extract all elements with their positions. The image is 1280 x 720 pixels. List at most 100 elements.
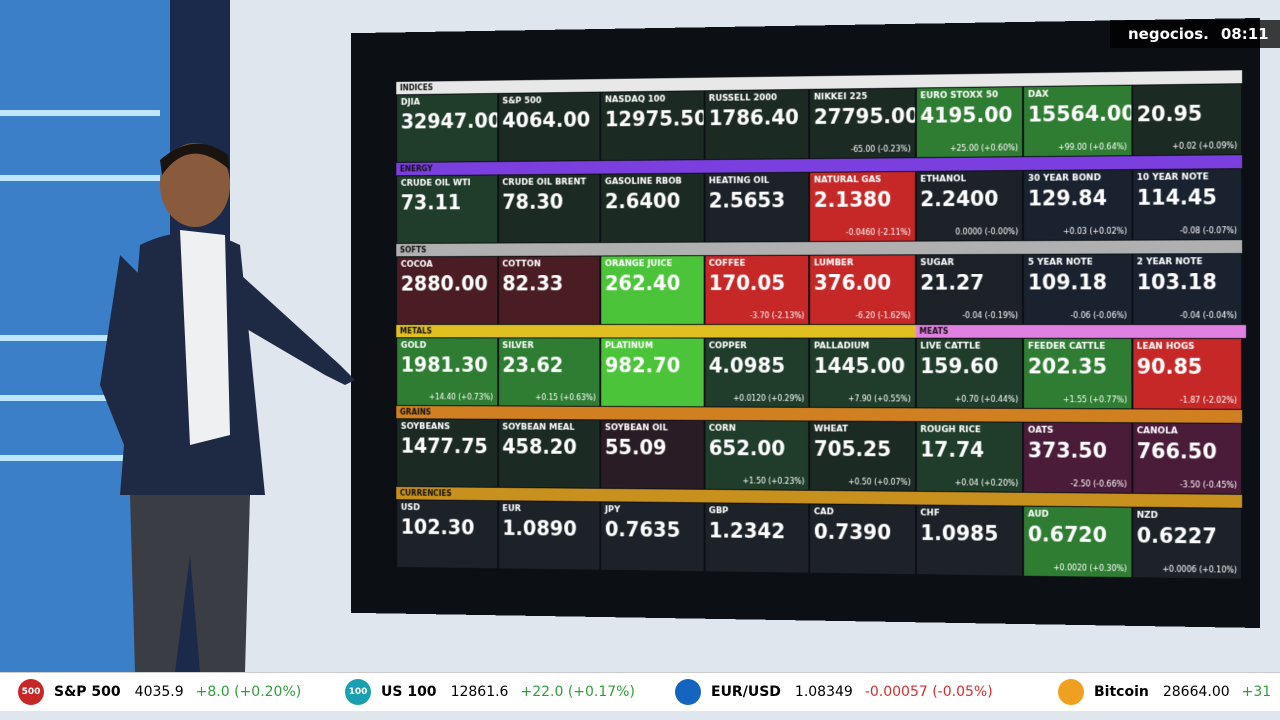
- tile-change: -3.50 (-0.45%): [1179, 480, 1238, 490]
- tile-change: +0.50 (+0.07%): [848, 477, 911, 487]
- tile-name: AUD: [1027, 509, 1049, 520]
- market-tile: CHF 1.0985: [916, 505, 1023, 576]
- presenter-trousers: [130, 495, 250, 672]
- tile-name: CANOLA: [1136, 426, 1178, 437]
- section-label: INDICES: [399, 83, 433, 93]
- tile-price: 12975.50: [604, 106, 704, 132]
- tile-price: 2.1380: [813, 187, 892, 212]
- tile-name: HEATING OIL: [708, 176, 770, 187]
- market-tile: USD 102.30: [397, 500, 497, 569]
- tile-price: 0.6720: [1027, 522, 1107, 548]
- market-tile: SOYBEAN OIL 55.09: [601, 420, 704, 489]
- tile-change: +0.03 (+0.02%): [1062, 226, 1127, 236]
- market-tile: RUSSELL 2000 1786.40: [705, 89, 809, 160]
- market-board: INDICES DJIA 32947.00 S&P 500 4064.00 NASDAQ …: [351, 18, 1261, 628]
- market-tile: CRUDE OIL BRENT 78.30: [498, 174, 600, 243]
- ticker-price: 1.08349: [794, 684, 853, 700]
- market-tile: ORANGE JUICE 262.40: [601, 256, 704, 324]
- tile-spacer: [1137, 87, 1237, 99]
- tile-price: 262.40: [604, 271, 681, 296]
- section-label: METALS: [399, 326, 432, 336]
- market-tile: SILVER 23.62 +0.15 (+0.63%): [498, 338, 600, 406]
- tile-name: CRUDE OIL WTI: [400, 178, 471, 189]
- section-label: CURRENCIES: [399, 488, 452, 498]
- market-tile: LEAN HOGS 90.85 -1.87 (-2.02%): [1132, 338, 1242, 409]
- market-tile: FEEDER CATTLE 202.35 +1.55 (+0.77%): [1023, 338, 1131, 409]
- tile-name: SOYBEANS: [400, 422, 451, 432]
- light-strip: [0, 335, 160, 341]
- market-tile: AUD 0.6720 +0.0020 (+0.30%): [1023, 506, 1131, 578]
- tile-change: +0.04 (+0.20%): [954, 478, 1019, 488]
- tile-name: COCOA: [400, 259, 433, 270]
- market-tile: ROUGH RICE 17.74 +0.04 (+0.20%): [916, 422, 1023, 492]
- tile-change: +1.50 (+0.23%): [742, 476, 805, 486]
- light-strip: [0, 455, 160, 461]
- tile-change: -65.00 (-0.23%): [850, 144, 911, 154]
- tile-price: 109.18: [1027, 270, 1107, 295]
- market-tile: COTTON 82.33: [498, 256, 600, 324]
- tile-price: 1445.00: [813, 354, 906, 378]
- market-tile: EUR 1.0890: [498, 501, 600, 570]
- tile-price: 4195.00: [920, 103, 1013, 128]
- tile-price: 90.85: [1136, 354, 1203, 379]
- tile-name: EUR: [502, 504, 521, 514]
- tile-name: PALLADIUM: [813, 341, 870, 352]
- tile-name: SOYBEAN MEAL: [502, 422, 575, 433]
- light-strip: [0, 110, 160, 116]
- tile-change: +0.70 (+0.44%): [954, 394, 1019, 404]
- tile-price: 202.35: [1027, 354, 1107, 379]
- tile-price: 114.45: [1136, 185, 1217, 210]
- tile-price: 373.50: [1027, 438, 1107, 463]
- tile-row: SOYBEANS 1477.75 SOYBEAN MEAL 458.20 SOYBEAN…: [396, 418, 1242, 495]
- tile-price: 766.50: [1136, 439, 1217, 464]
- tile-price: 129.84: [1027, 186, 1107, 211]
- market-tile: CAD 0.7390: [810, 504, 915, 575]
- tile-name: CAD: [813, 507, 834, 518]
- market-tile: CRUDE OIL WTI 73.11: [397, 175, 497, 243]
- tile-change: +1.55 (+0.77%): [1062, 395, 1127, 405]
- market-tile: LUMBER 376.00 -6.20 (-1.62%): [810, 255, 915, 324]
- market-tile: SUGAR 21.27 -0.04 (-0.19%): [916, 254, 1023, 324]
- tile-change: -0.0460 (-2.11%): [845, 227, 911, 237]
- market-tile: COCOA 2880.00: [397, 256, 497, 324]
- tile-row: USD 102.30 EUR 1.0890 JPY 0.7635 GBP 1.2342 CAD 0…: [396, 499, 1242, 579]
- tile-price: 982.70: [604, 353, 681, 378]
- tile-name: 10 YEAR NOTE: [1136, 172, 1209, 183]
- tile-name: GBP: [708, 506, 729, 517]
- tile-change: +99.00 (+0.64%): [1058, 142, 1127, 152]
- tile-price: 0.7390: [813, 520, 892, 545]
- tile-change: +0.0120 (+0.29%): [733, 393, 805, 403]
- market-tile: 30 YEAR BOND 129.84 +0.03 (+0.02%): [1023, 170, 1131, 241]
- tile-name: NZD: [1136, 510, 1158, 521]
- market-tile: GOLD 1981.30 +14.40 (+0.73%): [397, 338, 497, 406]
- tile-price: 82.33: [502, 272, 564, 296]
- ticker-change: +31: [1241, 684, 1272, 700]
- tile-price: 170.05: [708, 271, 786, 295]
- tile-price: 1.0985: [920, 521, 999, 546]
- market-tile: NZD 0.6227 +0.0006 (+0.10%): [1132, 507, 1242, 579]
- tile-price: 652.00: [708, 436, 786, 461]
- tile-name: OATS: [1027, 425, 1054, 436]
- tile-name: SOYBEAN OIL: [604, 423, 668, 434]
- ticker-badge: 100: [345, 679, 371, 705]
- tile-change: +7.90 (+0.55%): [848, 394, 911, 404]
- ticker-price: 28664.00: [1162, 684, 1230, 700]
- ticker-change: -0.00057 (-0.05%): [864, 684, 993, 700]
- tile-name: USD: [400, 503, 421, 513]
- ticker-price: 12861.6: [450, 684, 509, 700]
- tile-change: -0.04 (-0.19%): [962, 311, 1019, 321]
- section-label: SOFTS: [399, 245, 427, 255]
- tile-price: 102.30: [400, 515, 475, 540]
- brand: negocios.: [1128, 25, 1209, 43]
- presenter-shirt: [180, 230, 230, 445]
- market-tile: DAX 15564.00 +99.00 (+0.64%): [1023, 85, 1131, 157]
- market-tile: 2 YEAR NOTE 103.18 -0.04 (-0.04%): [1132, 254, 1242, 324]
- tile-name: FEEDER CATTLE: [1027, 341, 1106, 352]
- market-tile: WHEAT 705.25 +0.50 (+0.07%): [810, 421, 915, 491]
- tile-change: -6.20 (-1.62%): [855, 311, 911, 321]
- section-label: GRAINS: [399, 407, 432, 417]
- tile-name: 30 YEAR BOND: [1027, 173, 1101, 184]
- tile-price: 4064.00: [502, 108, 591, 133]
- tile-name: NIKKEI 225: [813, 92, 868, 103]
- tile-name: JPY: [604, 505, 621, 516]
